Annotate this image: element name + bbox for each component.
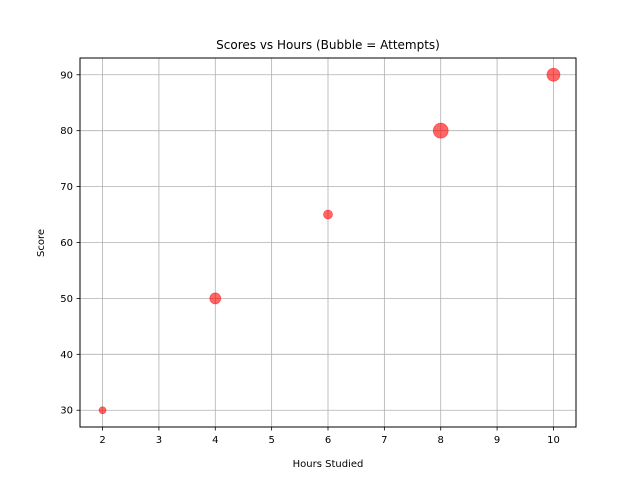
chart-title: Scores vs Hours (Bubble = Attempts)	[216, 38, 440, 52]
y-tick-label: 50	[60, 294, 73, 305]
data-point	[98, 406, 107, 415]
y-axis-label: Score	[36, 229, 47, 257]
data-point	[546, 67, 561, 82]
data-points	[98, 67, 561, 415]
x-tick-label: 4	[212, 435, 218, 446]
grid	[80, 58, 576, 427]
x-tick-label: 9	[494, 435, 500, 446]
y-tick-label: 40	[60, 350, 73, 361]
y-tick-label: 70	[60, 182, 73, 193]
y-tick-label: 80	[60, 126, 73, 137]
x-tick-label: 8	[438, 435, 444, 446]
x-tick-label: 10	[547, 435, 560, 446]
data-point	[432, 122, 449, 139]
x-axis-label: Hours Studied	[293, 459, 364, 470]
data-point	[323, 209, 333, 220]
x-tick-label: 2	[99, 435, 105, 446]
axis-ticks: 2 3 4 5 6 7 8 9 10 30 40 50 60 70 80 90	[60, 70, 560, 446]
x-tick-label: 6	[325, 435, 331, 446]
x-tick-label: 3	[156, 435, 162, 446]
y-tick-label: 30	[60, 406, 73, 417]
x-tick-label: 5	[268, 435, 274, 446]
y-tick-label: 90	[60, 70, 73, 81]
y-tick-label: 60	[60, 238, 73, 249]
x-tick-label: 7	[381, 435, 387, 446]
data-point	[209, 292, 222, 305]
